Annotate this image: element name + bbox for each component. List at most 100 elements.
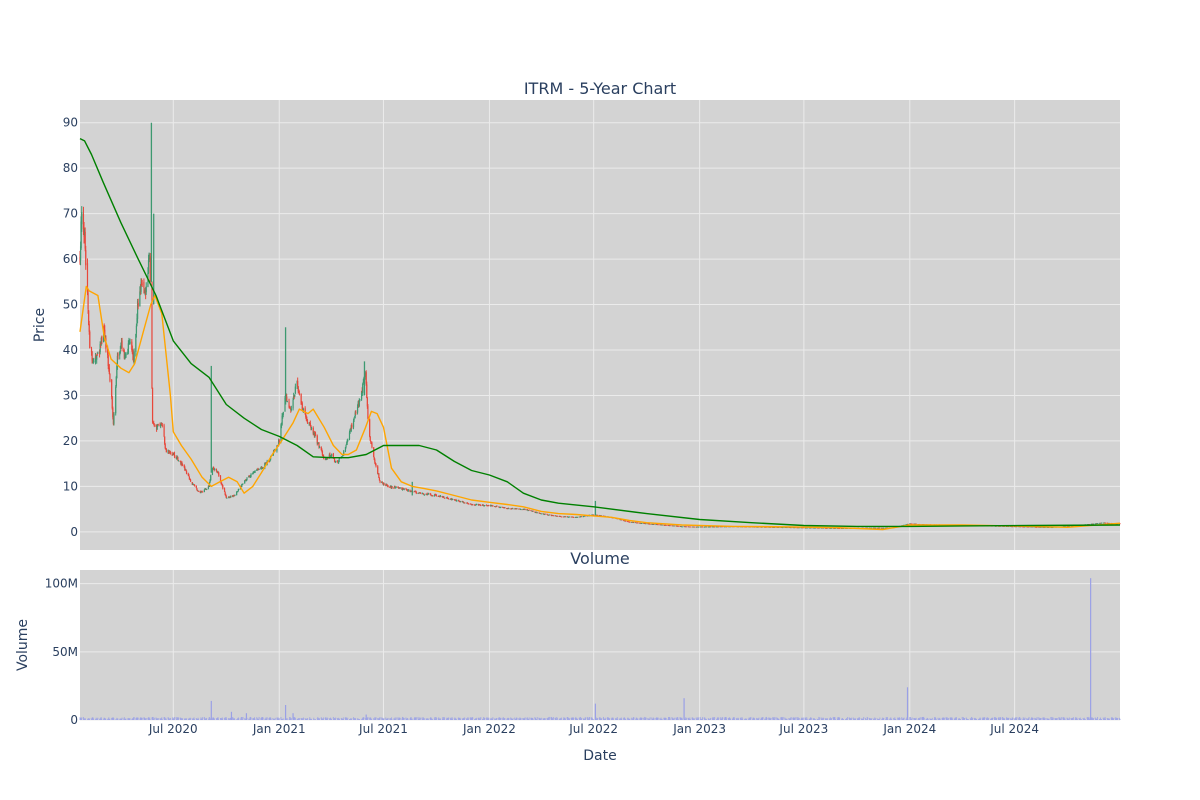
candle-body — [214, 469, 216, 471]
volume-bar — [970, 718, 972, 720]
volume-bar — [339, 718, 341, 720]
volume-bar — [244, 718, 246, 720]
candle-body — [681, 526, 683, 528]
candle-body — [1012, 526, 1014, 528]
volume-bar — [838, 717, 840, 720]
volume-bar — [555, 717, 557, 720]
date-tick-label: Jul 2020 — [148, 722, 198, 736]
candle-body — [228, 497, 230, 498]
volume-bar — [371, 719, 373, 720]
candle-body — [458, 500, 460, 502]
candle-body — [347, 439, 349, 441]
volume-bar — [129, 718, 131, 720]
volume-bar — [754, 719, 756, 720]
volume-bar — [596, 717, 598, 720]
volume-bar — [262, 717, 264, 720]
volume-bar — [935, 719, 937, 720]
volume-bar — [938, 719, 940, 720]
volume-bar — [439, 718, 441, 720]
candle-body — [413, 491, 415, 493]
volume-bar — [399, 717, 401, 720]
candle-body — [378, 473, 380, 478]
volume-bar — [1107, 718, 1109, 720]
volume-bar — [443, 718, 445, 720]
volume-bar — [1042, 717, 1044, 720]
volume-bar — [855, 718, 857, 720]
volume-bar — [848, 717, 850, 720]
volume-bar — [556, 717, 558, 720]
candle-body — [329, 454, 331, 457]
volume-bar — [692, 717, 694, 720]
volume-bar — [423, 718, 425, 720]
volume-bar — [1015, 718, 1017, 720]
volume-bar — [422, 719, 424, 720]
volume-bar — [181, 718, 183, 720]
volume-bar — [1119, 718, 1121, 720]
volume-bar — [281, 719, 283, 720]
volume-bar — [397, 717, 399, 720]
volume-bar — [929, 718, 931, 720]
volume-bar — [580, 719, 582, 720]
volume-bar — [1042, 718, 1044, 720]
volume-bar — [1110, 717, 1112, 720]
volume-bar — [802, 717, 804, 720]
volume-bar — [970, 716, 972, 720]
volume-bar — [881, 719, 883, 720]
volume-bar — [1114, 717, 1116, 720]
volume-bar — [487, 718, 489, 720]
volume-bar — [598, 717, 600, 720]
volume-bar — [411, 718, 413, 720]
volume-bar — [522, 718, 524, 720]
volume-bar — [756, 717, 758, 720]
volume-bar — [629, 718, 631, 720]
volume-bar — [628, 718, 630, 720]
volume-bar — [125, 718, 127, 720]
volume-bar — [465, 718, 467, 720]
volume-bar — [648, 718, 650, 720]
volume-bar — [955, 718, 957, 720]
volume-bar — [169, 717, 171, 720]
volume-bar — [358, 719, 360, 720]
volume-y-tick-label: 50M — [52, 645, 78, 659]
volume-bar — [240, 718, 242, 720]
volume-bar — [353, 717, 355, 720]
volume-bar — [268, 718, 270, 720]
date-tick-label: Jan 2024 — [882, 722, 936, 736]
candle-body — [427, 494, 429, 496]
volume-bar — [164, 719, 166, 720]
volume-bar — [1022, 717, 1024, 720]
volume-bar — [201, 718, 203, 720]
volume-bar — [636, 718, 638, 720]
volume-bar — [830, 718, 832, 720]
volume-bar — [1097, 716, 1099, 720]
volume-bar — [180, 718, 182, 720]
volume-bar — [119, 718, 121, 720]
volume-bar — [1063, 718, 1065, 720]
volume-bar — [556, 718, 558, 720]
candle-body — [572, 516, 574, 518]
date-tick-label: Jan 2021 — [252, 722, 306, 736]
candle-body — [341, 455, 344, 457]
candle-body — [133, 351, 135, 364]
volume-bar — [350, 718, 352, 720]
volume-bar — [611, 718, 613, 720]
volume-bar — [796, 717, 798, 720]
volume-bar — [133, 717, 135, 720]
volume-bar — [96, 718, 98, 720]
volume-bar — [189, 719, 191, 720]
volume-bar — [341, 717, 343, 720]
candle-body — [201, 491, 203, 493]
volume-bar — [472, 717, 474, 720]
volume-bar — [677, 717, 679, 720]
volume-bar — [939, 717, 941, 720]
volume-bar — [479, 718, 481, 720]
candle-body — [629, 522, 631, 523]
volume-bar — [81, 717, 83, 720]
volume-bar — [1058, 717, 1060, 720]
volume-bar — [193, 717, 195, 720]
volume-bar — [800, 718, 802, 720]
volume-bar — [828, 719, 830, 720]
candle-body — [165, 447, 167, 449]
volume-bar — [329, 719, 331, 720]
volume-bar — [858, 717, 860, 720]
